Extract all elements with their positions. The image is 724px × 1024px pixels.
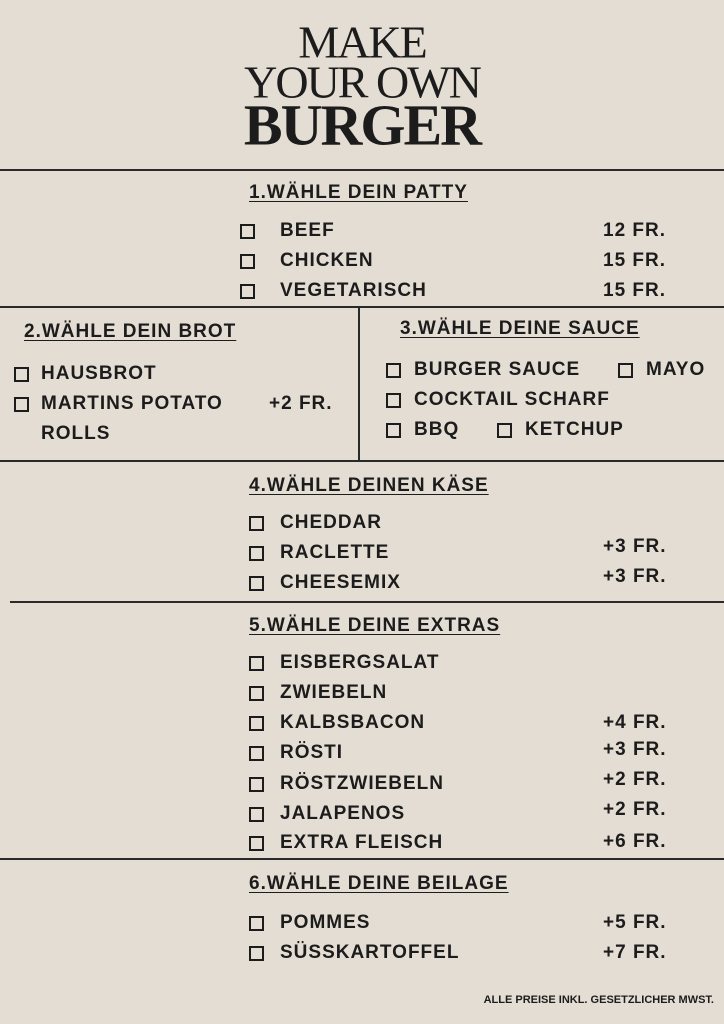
item-label: CHEDDAR [280,512,382,533]
item-label: RACLETTE [280,542,390,563]
item-label: MAYO [646,359,706,380]
item-label: EXTRA FLEISCH [280,832,444,853]
item-price: +7 FR. [603,942,667,963]
checkbox[interactable] [249,656,264,671]
item-label: KALBSBACON [280,712,426,733]
checkbox[interactable] [14,367,29,382]
item-price: +3 FR. [603,536,667,557]
checkbox[interactable] [240,254,255,269]
checkbox[interactable] [249,916,264,931]
item-label: BBQ [414,419,460,440]
checkbox[interactable] [249,946,264,961]
item-label: JALAPENOS [280,803,406,824]
item-label: CHICKEN [280,250,374,271]
item-label: HAUSBROT [41,363,157,384]
divider [0,460,724,462]
title-line: MAKE [298,16,427,68]
item-label: CHEESEMIX [280,572,401,593]
checkbox[interactable] [14,397,29,412]
item-label: RÖSTZWIEBELN [280,773,444,794]
checkbox[interactable] [249,546,264,561]
footer-note: ALLE PREISE INKL. GESETZLICHER MWST. [483,994,714,1006]
item-label: BEEF [280,220,335,241]
section-heading: 5.WÄHLE DEINE EXTRAS [249,615,501,636]
item-price: +2 FR. [603,799,667,820]
checkbox[interactable] [240,224,255,239]
item-label: VEGETARISCH [280,280,427,301]
checkbox[interactable] [249,716,264,731]
divider [0,169,724,171]
item-price: +5 FR. [603,912,667,933]
checkbox[interactable] [249,777,264,792]
item-price: 15 FR. [603,250,667,271]
checkbox[interactable] [249,836,264,851]
section-heading: 6.WÄHLE DEINE BEILAGE [249,873,509,894]
title-line: YOUR OWN [244,56,482,108]
section-heading: 1.WÄHLE DEIN PATTY [249,182,468,203]
item-label: POMMES [280,912,371,933]
checkbox[interactable] [249,686,264,701]
section-heading: 3.WÄHLE DEINE SAUCE [400,318,640,339]
checkbox[interactable] [249,746,264,761]
item-price: 15 FR. [603,280,667,301]
divider [358,307,360,461]
item-price: +2 FR. [269,393,333,414]
checkbox[interactable] [386,423,401,438]
item-label: EISBERGSALAT [280,652,440,673]
item-label: ZWIEBELN [280,682,388,703]
divider [0,858,724,860]
title-line: BURGER [243,92,482,158]
checkbox[interactable] [240,284,255,299]
checkbox[interactable] [386,393,401,408]
item-label: BURGER SAUCE [414,359,581,380]
item-price: +6 FR. [603,831,667,852]
checkbox[interactable] [249,807,264,822]
item-label: RÖSTI [280,742,344,763]
item-label: COCKTAIL SCHARF [414,389,610,410]
item-price: +4 FR. [603,712,667,733]
item-price: 12 FR. [603,220,667,241]
item-label: MARTINS POTATO ROLLS [41,393,223,444]
checkbox[interactable] [249,516,264,531]
item-label: KETCHUP [525,419,624,440]
divider [0,306,724,308]
section-heading: 2.WÄHLE DEIN BROT [24,321,237,342]
item-label: SÜSSKARTOFFEL [280,942,460,963]
checkbox[interactable] [249,576,264,591]
item-price: +3 FR. [603,739,667,760]
checkbox[interactable] [618,363,633,378]
section-heading: 4.WÄHLE DEINEN KÄSE [249,475,489,496]
item-price: +2 FR. [603,769,667,790]
checkbox[interactable] [497,423,512,438]
divider [10,601,724,603]
checkbox[interactable] [386,363,401,378]
item-price: +3 FR. [603,566,667,587]
